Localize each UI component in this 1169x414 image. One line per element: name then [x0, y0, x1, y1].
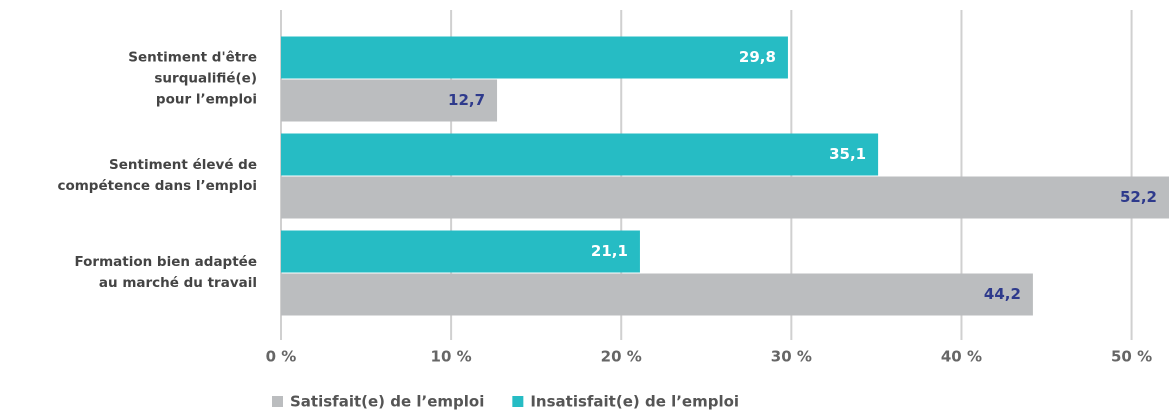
x-tick-label: 30 %: [771, 348, 812, 366]
bar: [281, 176, 1169, 219]
legend-swatch: [272, 396, 283, 407]
bar: [281, 36, 788, 79]
category-label: Sentiment d'être surqualifié(e) pour l’e…: [128, 49, 257, 107]
bar: [281, 273, 1033, 316]
legend-swatch: [512, 396, 524, 407]
bar: [281, 79, 498, 122]
data-label: 21,1: [591, 242, 628, 260]
x-tick-label: 0 %: [266, 348, 297, 366]
x-tick-label: 40 %: [941, 348, 982, 366]
x-tick-label: 10 %: [431, 348, 472, 366]
data-label: 35,1: [829, 145, 866, 163]
legend-label: Satisfait(e) de l’emploi: [290, 393, 484, 411]
x-tick-label: 50 %: [1111, 348, 1152, 366]
category-label: Formation bien adaptée au marché du trav…: [74, 253, 257, 291]
data-label: 44,2: [984, 285, 1021, 303]
data-label: 12,7: [448, 91, 485, 109]
data-label: 52,2: [1120, 188, 1157, 206]
category-label: Sentiment élevé de compétence dans l’emp…: [57, 156, 257, 194]
bar: [281, 230, 640, 273]
legend-label: Insatisfait(e) de l’emploi: [530, 393, 739, 411]
data-label: 29,8: [739, 48, 776, 66]
bar: [281, 133, 879, 176]
x-tick-label: 20 %: [601, 348, 642, 366]
